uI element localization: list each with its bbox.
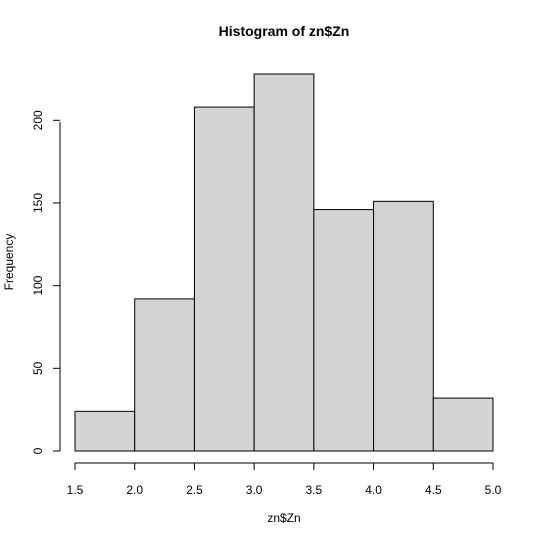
histogram-bar [373, 200, 434, 452]
x-axis: 1.5 2.0 2.5 3.0 3.5 4.0 4.5 5.0 [67, 462, 502, 497]
x-tick-label: 3.5 [306, 483, 323, 497]
histogram-bar [193, 106, 255, 452]
x-tick-label: 1.5 [67, 483, 84, 497]
y-tick-label: 0 [31, 447, 45, 454]
histogram-bar [253, 73, 315, 452]
x-tick-label: 4.0 [365, 483, 382, 497]
y-tick-label: 150 [31, 193, 45, 213]
y-tick-label: 50 [31, 361, 45, 375]
x-axis-label: zn$Zn [267, 511, 300, 525]
x-tick-label: 4.5 [425, 483, 442, 497]
y-axis-label: Frequency [2, 234, 16, 291]
x-tick-label: 2.5 [186, 483, 203, 497]
chart-title: Histogram of zn$Zn [219, 23, 350, 39]
x-tick-label: 3.0 [246, 483, 263, 497]
y-tick-label: 100 [31, 275, 45, 295]
x-tick-label: 5.0 [485, 483, 502, 497]
x-tick-label: 2.0 [126, 483, 143, 497]
y-tick-label: 200 [31, 110, 45, 130]
histogram-bar [74, 410, 136, 452]
histogram-bar [134, 298, 195, 452]
y-axis: 0 50 100 150 200 [31, 110, 61, 454]
histogram-bar [432, 397, 494, 452]
histogram-bar [313, 209, 375, 452]
bars-group [74, 73, 494, 452]
